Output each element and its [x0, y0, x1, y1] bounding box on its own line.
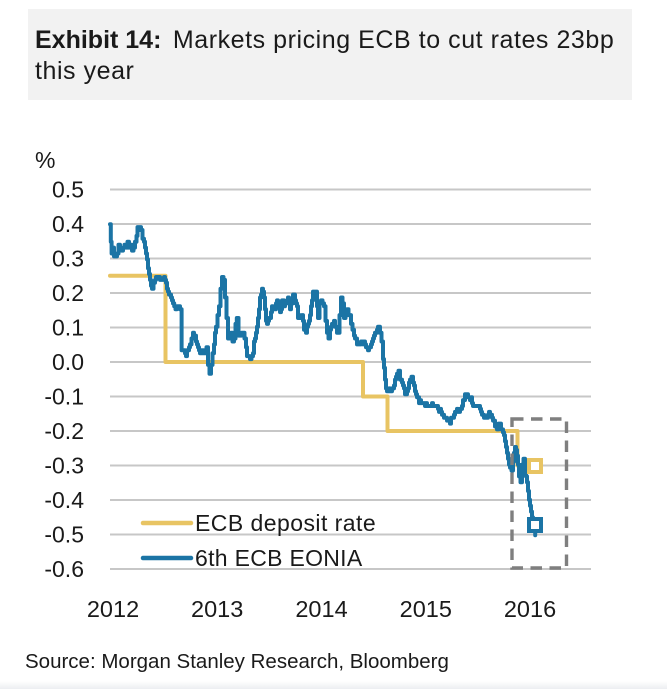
svg-text:2015: 2015	[400, 596, 452, 622]
svg-text:0.4: 0.4	[52, 211, 84, 237]
svg-text:0.3: 0.3	[52, 246, 84, 272]
svg-text:-0.1: -0.1	[44, 384, 84, 410]
svg-text:Exhibit 14: Markets pricing EC: Exhibit 14: Markets pricing ECB to cut r…	[35, 26, 614, 54]
svg-text:0.5: 0.5	[52, 177, 84, 203]
svg-text:2014: 2014	[295, 596, 347, 622]
svg-text:-0.5: -0.5	[44, 522, 84, 548]
svg-text:2016: 2016	[504, 596, 556, 622]
svg-text:0.0: 0.0	[52, 349, 84, 375]
svg-text:-0.4: -0.4	[44, 487, 84, 513]
svg-text:2012: 2012	[87, 596, 139, 622]
svg-text:6th ECB EONIA: 6th ECB EONIA	[195, 545, 363, 571]
svg-text:%: %	[35, 147, 55, 173]
svg-text:2013: 2013	[191, 596, 243, 622]
svg-text:-0.2: -0.2	[44, 418, 84, 444]
svg-text:this year: this year	[35, 57, 134, 85]
svg-text:0.2: 0.2	[52, 280, 84, 306]
svg-text:-0.6: -0.6	[44, 556, 84, 582]
svg-text:Source: Morgan Stanley Researc: Source: Morgan Stanley Research, Bloombe…	[25, 650, 449, 673]
svg-text:-0.3: -0.3	[44, 453, 84, 479]
svg-text:ECB deposit rate: ECB deposit rate	[195, 510, 376, 536]
svg-text:0.1: 0.1	[52, 315, 84, 341]
